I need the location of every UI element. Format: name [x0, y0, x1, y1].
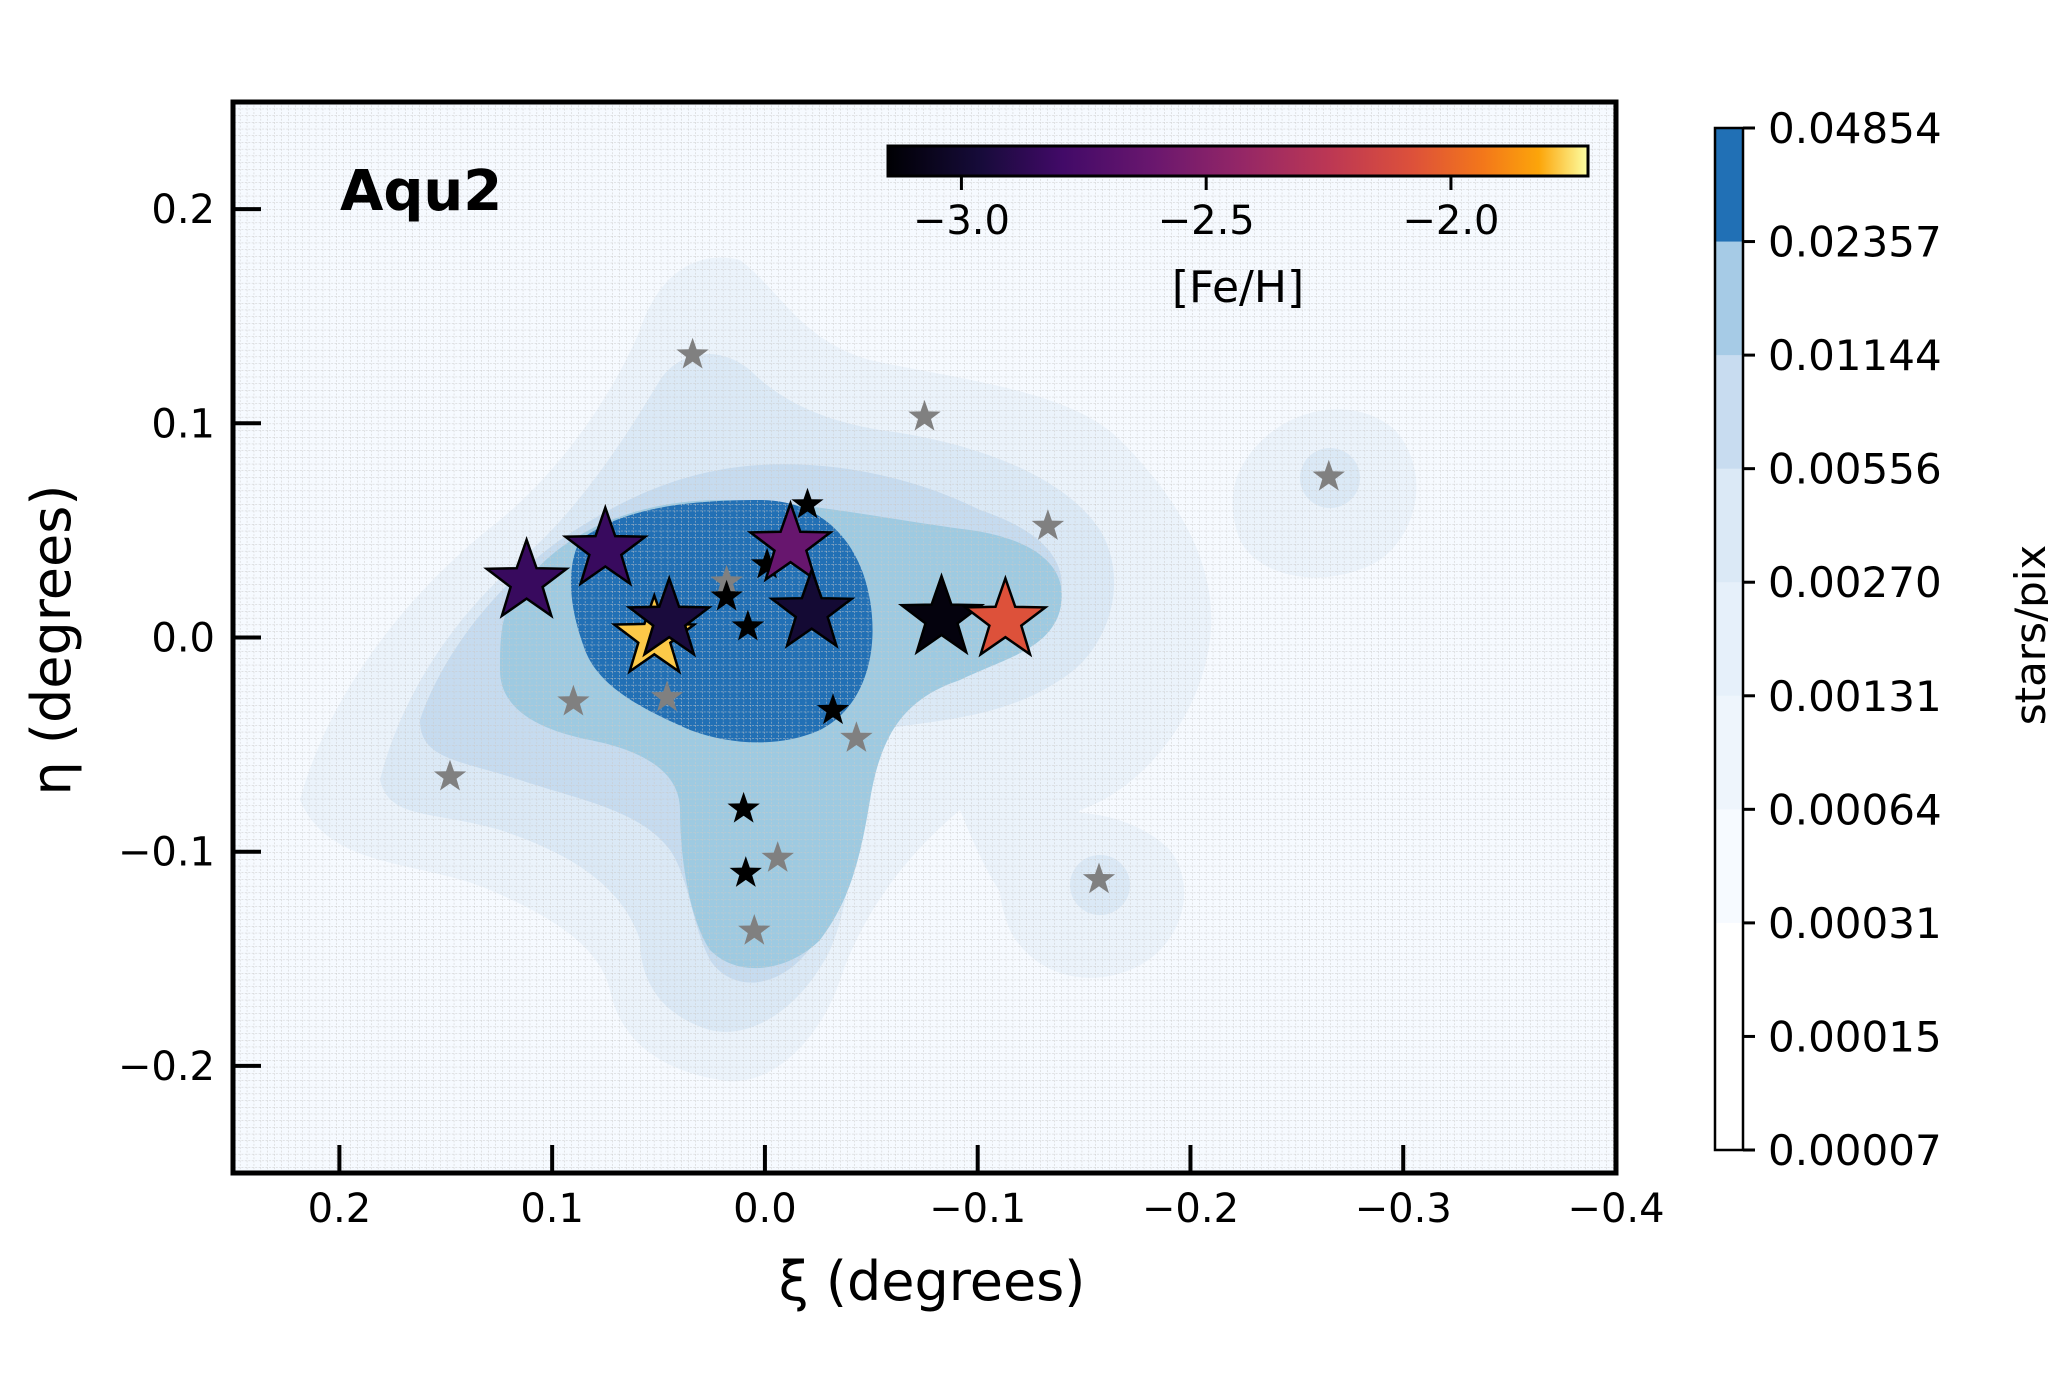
stars-layer: [433, 337, 1345, 945]
non-member-star: [1312, 459, 1345, 491]
density-tick-label: 0.01144: [1768, 331, 1942, 380]
non-member-star: [738, 914, 771, 945]
feh-colorbar: −3.0 −2.5 −2.0 [Fe/H]: [886, 144, 1590, 313]
density-tick-label: 0.02357: [1768, 218, 1942, 267]
non-member-star: [908, 399, 941, 431]
feh-tick-label: −3.0: [913, 198, 1010, 244]
density-colorbar-segment: [1715, 355, 1743, 470]
member-star: [731, 609, 765, 641]
density-colorbar-segment: [1715, 241, 1743, 356]
member-star: [816, 693, 850, 725]
y-tick-label: 0.1: [151, 401, 215, 447]
member-star: [729, 856, 762, 887]
density-colorbar-segment: [1715, 922, 1743, 1037]
feh-colorbar-label: [Fe/H]: [1172, 262, 1304, 313]
density-colorbar-segment: [1715, 695, 1743, 810]
x-tick-label: 0.1: [520, 1186, 584, 1232]
x-axis-label: ξ (degrees): [779, 1250, 1086, 1313]
y-tick-label: 0.0: [151, 616, 215, 662]
x-tick-label: 0.0: [733, 1186, 797, 1232]
density-colorbar-segment: [1715, 128, 1743, 243]
y-axis-label: η (degrees): [20, 485, 83, 796]
density-tick-label: 0.00270: [1768, 558, 1942, 607]
y-tick-label: −0.2: [118, 1044, 215, 1090]
feh-member-star: [897, 572, 986, 656]
feh-member-star: [746, 499, 835, 583]
feh-tick-label: −2.0: [1402, 198, 1499, 244]
x-tick-label: −0.3: [1355, 1186, 1452, 1232]
density-colorbar-segment: [1715, 582, 1743, 697]
y-tick-label: −0.1: [118, 830, 215, 876]
density-tick-label: 0.00007: [1768, 1126, 1942, 1175]
member-star: [750, 547, 784, 579]
member-star: [710, 579, 743, 611]
x-tick-label: 0.2: [308, 1186, 372, 1232]
y-tick-label: 0.2: [151, 187, 215, 233]
feh-colorbar-ticks: −3.0 −2.5 −2.0: [913, 176, 1500, 244]
member-star: [791, 487, 824, 519]
y-axis-ticks: 0.2 0.1 0.0 −0.1 −0.2: [118, 187, 261, 1090]
non-member-star: [676, 337, 709, 369]
non-member-star: [761, 841, 794, 872]
non-member-star: [557, 684, 590, 716]
feh-colorbar-gradient: [886, 144, 1590, 178]
density-tick-label: 0.00064: [1768, 785, 1942, 834]
density-tick-label: 0.04854: [1768, 104, 1942, 153]
x-tick-label: −0.4: [1567, 1186, 1664, 1232]
density-tick-label: 0.00131: [1768, 672, 1942, 721]
member-star: [727, 791, 760, 823]
non-member-star: [840, 721, 873, 752]
panel-title: Aqu2: [340, 159, 502, 224]
non-member-star: [1031, 509, 1065, 540]
feh-member-star: [561, 503, 649, 587]
density-tick-label: 0.00015: [1768, 1012, 1942, 1061]
non-member-star: [433, 759, 467, 791]
density-colorbar-frame: [1713, 126, 1745, 1152]
feh-member-star: [961, 574, 1049, 658]
feh-member-star: [483, 536, 571, 619]
feh-member-star: [768, 565, 856, 649]
density-colorbar-segment: [1715, 1036, 1743, 1151]
non-member-star: [650, 680, 684, 712]
x-tick-label: −0.2: [1142, 1186, 1239, 1232]
density-tick-label: 0.00031: [1768, 899, 1942, 948]
x-tick-label: −0.1: [929, 1186, 1026, 1232]
feh-member-star: [625, 574, 713, 658]
density-tick-label: 0.00556: [1768, 445, 1942, 494]
x-axis-ticks: 0.2 0.1 0.0 −0.1 −0.2 −0.3 −0.4: [308, 1145, 1665, 1232]
density-colorbar-segment: [1715, 468, 1743, 583]
feh-tick-label: −2.5: [1158, 198, 1255, 244]
density-colorbar: 0.04854 0.02357 0.01144 0.00556 0.00270 0.001…: [1713, 104, 1942, 1175]
non-member-star: [1082, 862, 1116, 894]
density-colorbar-segment: [1715, 809, 1743, 924]
density-colorbar-label: stars/pix: [2006, 545, 2048, 726]
